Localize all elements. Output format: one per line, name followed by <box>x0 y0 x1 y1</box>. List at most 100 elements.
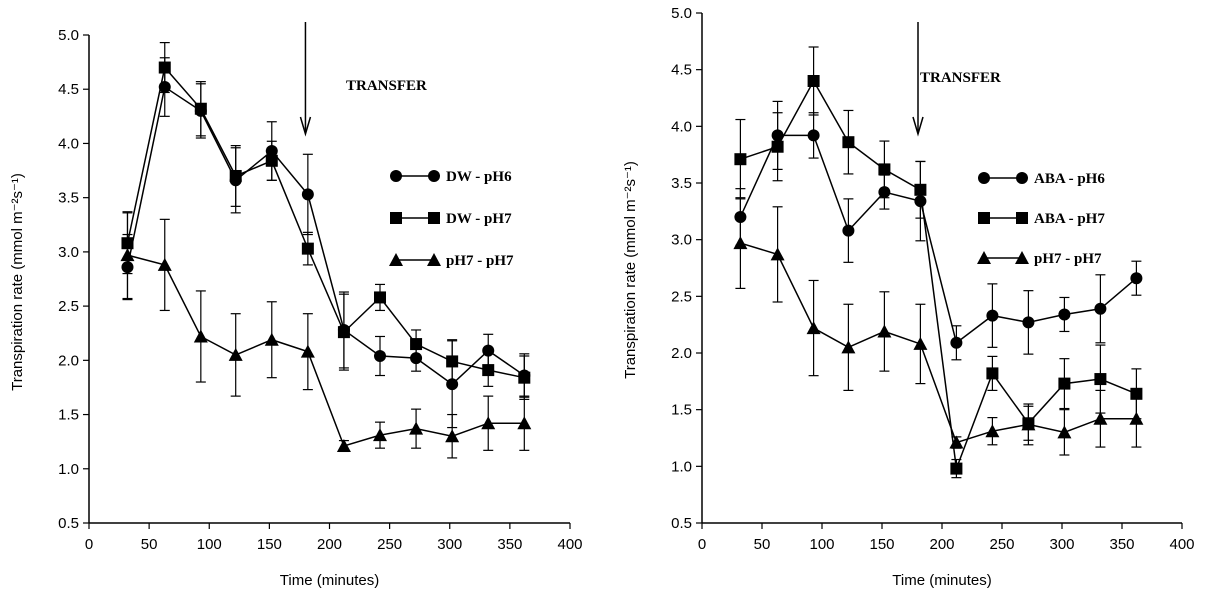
data-point <box>300 344 315 358</box>
legend-label: ABA - pH7 <box>1034 211 1105 227</box>
x-tick-label: 250 <box>377 536 402 553</box>
y-tick-label: 1.5 <box>671 402 692 419</box>
y-tick-label: 3.0 <box>58 244 79 261</box>
y-tick-label: 2.5 <box>58 298 79 315</box>
legend-marker <box>428 170 440 182</box>
series-line <box>739 134 1137 345</box>
transfer-annotation: TRANSFER <box>346 78 427 94</box>
x-axis-label: Time (minutes) <box>892 572 991 589</box>
data-point <box>337 326 350 339</box>
data-point <box>1021 417 1036 431</box>
data-point <box>807 129 820 142</box>
legend-marker <box>427 253 441 266</box>
transfer-annotation: TRANSFER <box>920 70 1001 86</box>
data-point <box>193 329 208 343</box>
x-tick-label: 250 <box>989 536 1014 553</box>
right-chart-panel: 0.5 1.0 1.5 2.0 2.5 3.0 3.5 4.0 4.5 5.0 0 50 100 150 2… <box>622 5 1195 589</box>
data-point <box>770 247 785 261</box>
data-point <box>517 416 532 430</box>
y-tick-label: 2.0 <box>58 352 79 369</box>
data-point <box>229 169 242 182</box>
data-point <box>771 140 784 153</box>
series-triangle <box>733 197 1144 456</box>
data-point <box>985 424 1000 438</box>
y-tick-label: 5.0 <box>671 5 692 22</box>
legend-label: DW - pH7 <box>446 211 512 227</box>
x-tick-label: 200 <box>929 536 954 553</box>
data-point <box>481 416 496 430</box>
series-line <box>740 242 1137 444</box>
data-point <box>1057 425 1072 439</box>
y-tick-label: 3.5 <box>58 190 79 207</box>
data-point <box>373 428 388 442</box>
x-axis-label: Time (minutes) <box>280 572 379 589</box>
legend-entry: ABA - pH6 <box>978 171 1105 187</box>
legend-marker <box>1015 251 1029 264</box>
data-point <box>877 324 892 338</box>
x-tick-label: 150 <box>869 536 894 553</box>
legend-marker <box>390 170 402 182</box>
data-point <box>410 338 423 351</box>
legend-marker <box>977 251 991 264</box>
y-tick-label: 4.0 <box>58 135 79 152</box>
legend-marker <box>390 212 402 224</box>
x-tick-label: 400 <box>1169 536 1194 553</box>
legend-marker <box>978 212 990 224</box>
legend-entry: pH7 - pH7 <box>977 251 1102 267</box>
data-point <box>733 236 748 250</box>
data-point <box>374 291 387 304</box>
data-point <box>1094 302 1107 315</box>
data-point <box>518 371 531 384</box>
data-point <box>446 378 459 391</box>
y-axis-label: Transpiration rate (mmol m⁻²s⁻¹) <box>622 161 639 379</box>
series-circle <box>734 100 1143 361</box>
series-circle <box>121 57 531 429</box>
arrow-head <box>299 116 312 137</box>
data-point <box>949 435 964 449</box>
series-triangle <box>120 211 532 459</box>
data-point <box>842 224 855 237</box>
data-point <box>264 332 279 346</box>
data-point <box>1022 316 1035 329</box>
data-point <box>914 183 927 196</box>
y-tick-label: 4.5 <box>58 81 79 98</box>
legend-entry: ABA - pH7 <box>978 211 1105 227</box>
y-axis-label: Transpiration rate (mmol m⁻²s⁻¹) <box>9 173 26 391</box>
data-point <box>409 421 424 435</box>
data-point <box>986 367 999 380</box>
legend-label: ABA - pH6 <box>1034 171 1105 187</box>
x-tick-label: 50 <box>141 536 158 553</box>
data-point <box>120 248 135 262</box>
data-point <box>950 462 963 475</box>
y-tick-label: 0.5 <box>58 515 79 532</box>
data-point <box>841 340 856 354</box>
data-point <box>806 321 821 335</box>
x-tick-label: 300 <box>437 536 462 553</box>
data-point <box>1058 308 1071 321</box>
data-point <box>1094 373 1107 386</box>
y-tick-label: 4.5 <box>671 62 692 79</box>
series-square <box>121 41 531 400</box>
y-tick-label: 1.0 <box>671 458 692 475</box>
data-point <box>950 336 963 349</box>
left-chart-panel: 0.5 1.0 1.5 2.0 2.5 3.0 3.5 4.0 4.5 5.0 0 50 100 150 2… <box>9 22 583 589</box>
legend-label: pH7 - pH7 <box>446 253 514 269</box>
legend-marker <box>1016 212 1028 224</box>
y-tick-label: 1.5 <box>58 407 79 424</box>
x-tick-label: 0 <box>85 536 93 553</box>
y-tick-label: 3.5 <box>671 175 692 192</box>
x-tick-label: 400 <box>557 536 582 553</box>
legend-marker <box>389 253 403 266</box>
data-point <box>374 349 387 362</box>
data-point <box>445 429 460 443</box>
transfer-arrow <box>299 22 312 137</box>
data-point <box>301 188 314 201</box>
data-point <box>157 257 172 271</box>
x-tick-label: 350 <box>1109 536 1134 553</box>
series-line <box>127 254 525 447</box>
data-point <box>336 439 351 453</box>
data-point <box>1093 411 1108 425</box>
data-point <box>158 61 171 74</box>
data-point <box>482 364 495 377</box>
